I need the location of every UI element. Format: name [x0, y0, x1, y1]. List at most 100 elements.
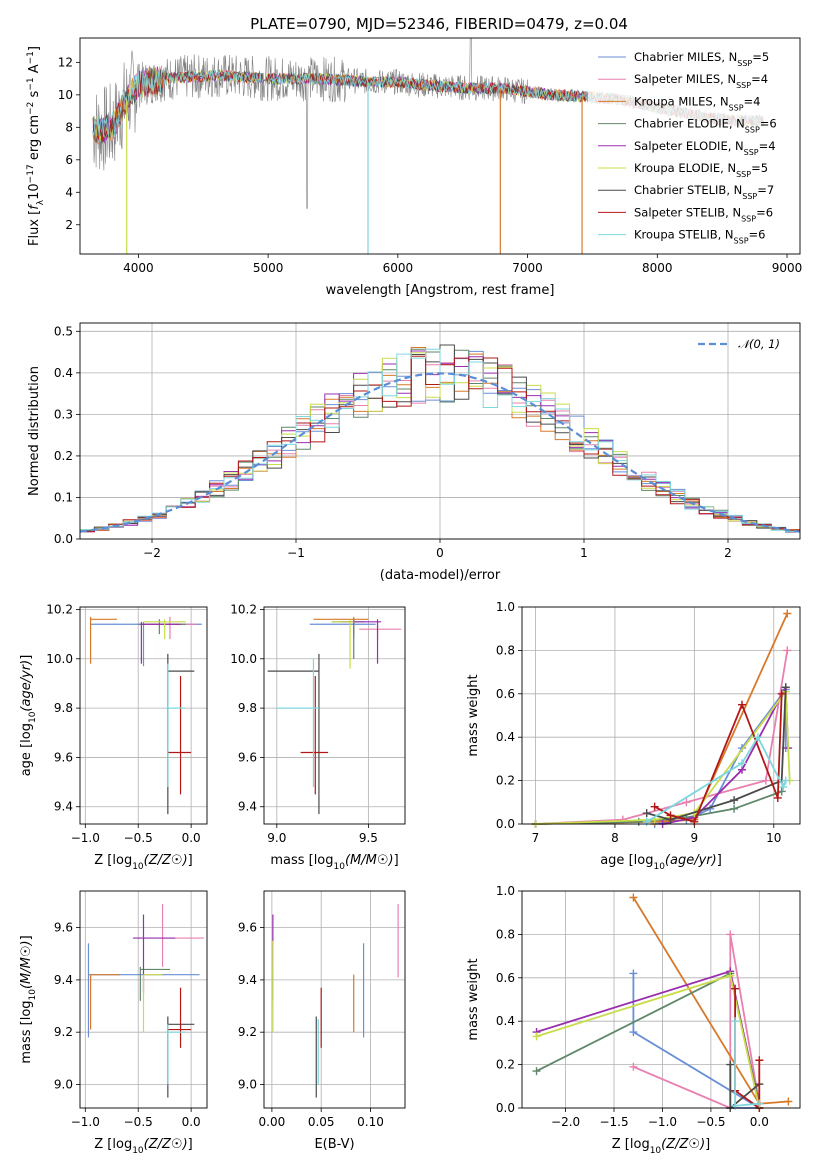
- panel-2: −2 −1 0 1 2 0.0 0.1 0.2 0.3 0.4 0.5 (data-model)/er…: [27, 322, 801, 583]
- legend-label-salpeter-miles: Salpeter MILES, NSSP=4: [634, 72, 768, 90]
- y-tick-label: 0.0: [54, 532, 73, 546]
- y-tick-label: 10.0: [46, 652, 73, 666]
- y-tick-label: 9.2: [238, 1025, 257, 1039]
- normal-curve: [80, 372, 800, 533]
- y-tick-label: 9.6: [238, 750, 257, 764]
- x-tick-label: 5000: [253, 261, 284, 275]
- weight-marker-salpeter-stelib: [773, 793, 782, 802]
- y-tick-label: 9.0: [54, 1077, 73, 1091]
- legend-label-chabrier-elodie: Chabrier ELODIE, NSSP=6: [634, 117, 777, 135]
- weight-marker-salpeter-stelib: [666, 811, 675, 820]
- y-tick-label: 9.4: [54, 973, 73, 987]
- y-tick-label: 9.6: [238, 921, 257, 935]
- y-tick-label: 0.3: [54, 407, 73, 421]
- y-axis-label: Normed distribution: [27, 366, 42, 496]
- y-tick-label: 9.4: [238, 973, 257, 987]
- x-tick-label: −2.0: [551, 1115, 580, 1129]
- weight-marker-chabrier-elodie: [634, 817, 643, 826]
- x-tick-label: 6000: [383, 261, 414, 275]
- legend-label-kroupa-miles: Kroupa MILES, NSSP=4: [634, 94, 760, 112]
- y-tick-label: 1.0: [496, 884, 515, 898]
- weight-marker-kroupa-stelib: [779, 783, 788, 792]
- x-tick-label: −0.5: [124, 831, 153, 845]
- panel-7: 0.00 0.05 0.10 9.0 9.2 9.4 9.6 E(B-V): [238, 890, 406, 1152]
- axes-frame: [263, 606, 406, 825]
- y-tick-label: 0.8: [496, 927, 515, 941]
- x-axis-label: Z [log10(Z/Z☉)]: [612, 1137, 710, 1156]
- y-tick-label: 0.4: [496, 1014, 515, 1028]
- y-tick-label: 9.8: [54, 701, 73, 715]
- y-tick-label: 0.4: [496, 730, 515, 744]
- x-tick-label: 2: [724, 546, 732, 560]
- charts-layer: 4000 5000 6000 7000 8000 900024681012waveleng…: [19, 37, 803, 1156]
- y-axis-label: mass weight: [466, 958, 481, 1040]
- weight-marker-chabrier-stelib: [726, 1060, 735, 1069]
- x-tick-label: −1.0: [648, 1115, 677, 1129]
- x-tick-label: 0.05: [308, 1115, 335, 1129]
- x-tick-label: 7000: [512, 261, 543, 275]
- y-tick-label: 8: [65, 120, 73, 134]
- panel-6: −1.0 −0.5 0.0 9.0 9.2 9.4 9.6 Z [log10(Z/Z☉)] ma…: [19, 890, 208, 1156]
- y-tick-label: 10.0: [230, 652, 257, 666]
- axes-frame: [521, 606, 801, 825]
- x-axis-label: age [log10(age/yr)]: [600, 853, 722, 872]
- axes-frame: [79, 322, 801, 540]
- axes-frame: [79, 606, 208, 825]
- y-tick-label: 0.6: [496, 971, 515, 985]
- x-tick-label: 1: [580, 546, 588, 560]
- weight-marker-salpeter-stelib: [690, 817, 699, 826]
- legend-label-kroupa-elodie: Kroupa ELODIE, NSSP=5: [634, 161, 768, 179]
- weight-marker-chabrier-miles: [629, 969, 638, 978]
- weight-marker-kroupa-stelib: [753, 733, 762, 742]
- weight-marker-salpeter-stelib: [755, 1056, 764, 1065]
- weight-marker-kroupa-elodie: [726, 971, 735, 980]
- weight-marker-salpeter-stelib: [731, 984, 740, 993]
- x-tick-label: 0.0: [750, 1115, 769, 1129]
- weight-marker-kroupa-stelib: [642, 817, 651, 826]
- y-tick-label: 9.2: [54, 1025, 73, 1039]
- panel-8: −2.0 −1.5 −1.0 −0.5 0.0 0.0 0.2 0.4 0.6 0.8 1.0 Z […: [466, 884, 801, 1156]
- legend: Chabrier MILES, NSSP=5 Salpeter MILES, NS…: [588, 42, 796, 250]
- y-tick-label: 0.2: [496, 774, 515, 788]
- legend-label-chabrier-stelib: Chabrier STELIB, NSSP=7: [634, 183, 774, 201]
- weight-marker-kroupa-stelib: [731, 1017, 740, 1026]
- x-tick-label: 9000: [772, 261, 803, 275]
- y-tick-label: 0.2: [496, 1058, 515, 1072]
- weight-marker-chabrier-elodie: [730, 804, 739, 813]
- y-axis-label: mass weight: [466, 674, 481, 756]
- x-tick-label: −1.0: [71, 1115, 100, 1129]
- y-tick-label: 0.4: [54, 366, 73, 380]
- x-axis-label: E(B-V): [314, 1137, 354, 1152]
- x-tick-label: 4000: [123, 261, 154, 275]
- y-tick-label: 0.0: [496, 1101, 515, 1115]
- weight-marker-kroupa-miles: [784, 1097, 793, 1106]
- y-tick-label: 0.6: [496, 687, 515, 701]
- y-tick-label: 9.6: [54, 921, 73, 935]
- histograms: [80, 344, 800, 533]
- weight-marker-salpeter-miles: [783, 646, 792, 655]
- x-axis-label: mass [log10(M/M☉)]: [270, 853, 398, 872]
- x-tick-label: 9.5: [359, 831, 378, 845]
- y-tick-label: 9.0: [238, 1077, 257, 1091]
- y-tick-label: 12: [58, 55, 73, 69]
- x-tick-label: 9.0: [267, 831, 286, 845]
- x-tick-label: 8: [611, 831, 619, 845]
- weight-marker-salpeter-miles: [761, 776, 770, 785]
- x-tick-label: −1: [287, 546, 305, 560]
- weight-marker-kroupa-stelib: [731, 1101, 740, 1110]
- axes-frame: [79, 890, 208, 1109]
- weight-marker-salpeter-miles: [682, 798, 691, 807]
- x-tick-label: −2: [143, 546, 161, 560]
- weight-marker-kroupa-stelib: [781, 776, 790, 785]
- weight-marker-kroupa-stelib: [738, 759, 747, 768]
- weight-marker-salpeter-stelib: [738, 700, 747, 709]
- y-axis-label: mass [log10(M/M☉)]: [19, 935, 38, 1063]
- weight-marker-chabrier-miles: [629, 1028, 638, 1037]
- y-tick-label: 9.4: [238, 800, 257, 814]
- x-tick-label: 7: [532, 831, 540, 845]
- axes-frame: [521, 890, 801, 1109]
- x-tick-label: 0.10: [357, 1115, 384, 1129]
- x-tick-label: −0.5: [124, 1115, 153, 1129]
- weight-marker-salpeter-miles: [726, 930, 735, 939]
